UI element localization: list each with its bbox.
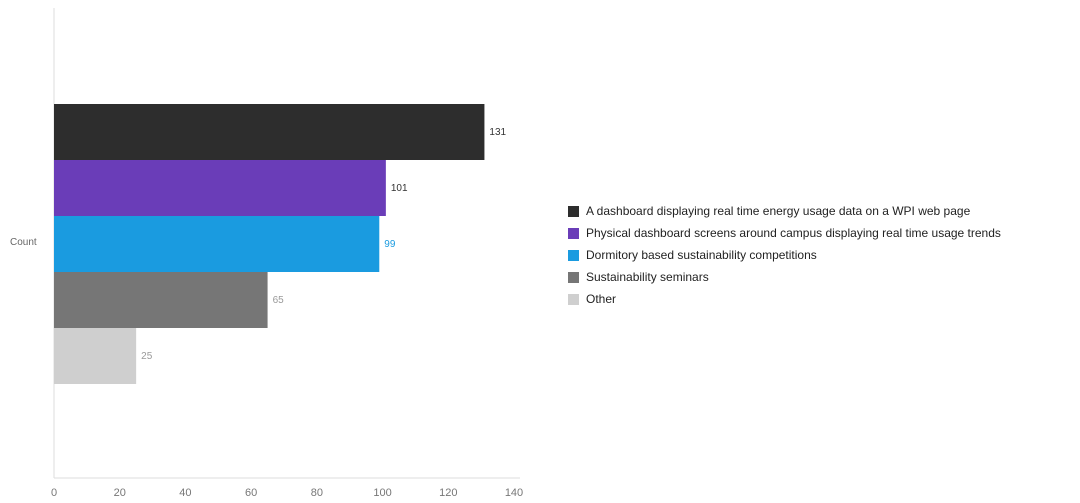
x-tick-label: 20 xyxy=(114,487,126,499)
bar-1 xyxy=(54,104,485,160)
x-tick-label: 140 xyxy=(505,487,523,499)
legend-label: A dashboard displaying real time energy … xyxy=(586,204,971,218)
legend-swatch xyxy=(568,271,579,283)
bars-group: 131 101 99 65 25 xyxy=(54,104,507,384)
legend-label: Other xyxy=(586,292,617,306)
legend-swatch xyxy=(568,205,579,217)
legend-label: Physical dashboard screens around campus… xyxy=(586,226,1001,240)
x-tick-label: 120 xyxy=(439,487,457,499)
bar-2 xyxy=(54,160,386,216)
bar-4 xyxy=(54,272,268,328)
legend-swatch xyxy=(568,249,579,261)
bar-value-label: 65 xyxy=(273,295,285,306)
y-category-label: Count xyxy=(10,237,37,248)
legend-item: Sustainability seminars xyxy=(568,266,1001,288)
x-ticks-group: 0 20 40 60 80 100 120 140 xyxy=(51,487,523,499)
x-tick-label: 100 xyxy=(373,487,391,499)
bar-value-label: 131 xyxy=(489,127,506,138)
legend-swatch xyxy=(568,293,579,305)
x-tick-label: 40 xyxy=(179,487,191,499)
legend-item: Dormitory based sustainability competiti… xyxy=(568,244,1001,266)
legend-item: A dashboard displaying real time energy … xyxy=(568,200,1001,222)
bar-value-label: 25 xyxy=(141,351,153,362)
legend-item: Physical dashboard screens around campus… xyxy=(568,222,1001,244)
legend: A dashboard displaying real time energy … xyxy=(568,200,1001,310)
x-tick-label: 0 xyxy=(51,487,57,499)
bar-5 xyxy=(54,328,137,384)
bar-value-label: 101 xyxy=(391,183,408,194)
bar-value-label: 99 xyxy=(384,239,396,250)
legend-item: Other xyxy=(568,288,1001,310)
legend-label: Dormitory based sustainability competiti… xyxy=(586,248,817,262)
bar-chart: Count 131 101 99 65 25 0 20 40 60 80 100 120 140 xyxy=(10,8,523,499)
legend-swatch xyxy=(568,227,579,239)
x-tick-label: 60 xyxy=(245,487,257,499)
bar-3 xyxy=(54,216,380,272)
legend-label: Sustainability seminars xyxy=(586,270,709,284)
x-tick-label: 80 xyxy=(311,487,323,499)
